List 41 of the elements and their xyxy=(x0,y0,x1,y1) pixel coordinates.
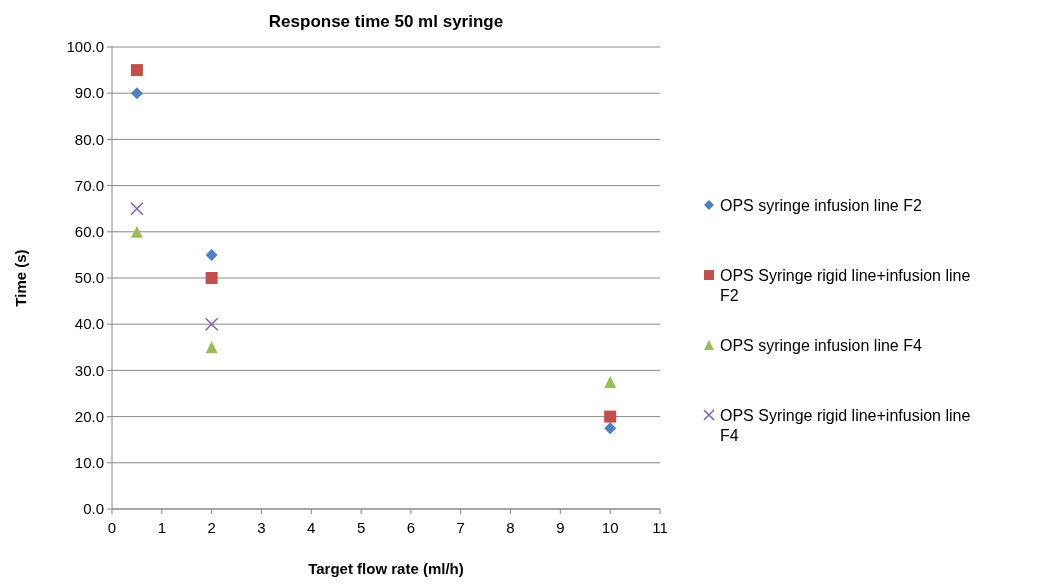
point xyxy=(204,317,219,331)
y-tick-label: 50.0 xyxy=(74,269,104,287)
x-tick-label: 11 xyxy=(652,519,668,536)
x-tick-label: 2 xyxy=(207,519,216,536)
x-tick-label: 4 xyxy=(307,519,316,536)
legend-label: OPS syringe infusion line F4 xyxy=(720,336,922,354)
point xyxy=(130,87,143,100)
y-tick-label: 30.0 xyxy=(74,361,104,379)
x-tick-label: 6 xyxy=(406,519,416,536)
x-axis-title: Target flow rate (ml/h) xyxy=(308,560,464,577)
y-axis-title: Time (s) xyxy=(12,249,29,307)
x-tick-label: 8 xyxy=(506,519,515,536)
point xyxy=(604,422,617,435)
y-tick-label: 40.0 xyxy=(74,315,104,333)
point xyxy=(205,341,218,354)
point xyxy=(604,375,617,388)
chart-title: Response time 50 ml syringe xyxy=(268,12,504,31)
legend-label: OPS syringe infusion line F2 xyxy=(720,196,922,214)
x-tick-label: 10 xyxy=(601,519,619,536)
x-tick-label: 5 xyxy=(356,519,366,536)
y-tick-label: 90.0 xyxy=(74,84,104,102)
y-tick-label: 80.0 xyxy=(74,130,104,148)
y-tick-label: 20.0 xyxy=(74,407,104,425)
x-tick-label: 3 xyxy=(257,519,266,536)
point xyxy=(205,248,218,261)
point xyxy=(604,410,617,423)
x-tick-label: 0 xyxy=(107,519,117,536)
point xyxy=(130,64,143,77)
legend-label: OPS Syringe rigid line+infusion line F2 xyxy=(720,266,971,305)
y-tick-label: 60.0 xyxy=(74,223,104,241)
point xyxy=(130,201,144,216)
y-tick-label: 10.0 xyxy=(74,454,104,472)
x-tick-label: 1 xyxy=(157,519,166,536)
y-tick-label: 100.0 xyxy=(66,38,104,56)
legend-label: OPS Syringe rigid line+infusion line F4 xyxy=(720,406,971,445)
point xyxy=(130,225,143,238)
y-tick-label: 0.0 xyxy=(83,500,104,518)
x-tick-label: 7 xyxy=(456,519,465,536)
x-tick-label: 9 xyxy=(556,519,565,536)
point xyxy=(205,272,218,284)
y-tick-label: 70.0 xyxy=(74,176,104,194)
